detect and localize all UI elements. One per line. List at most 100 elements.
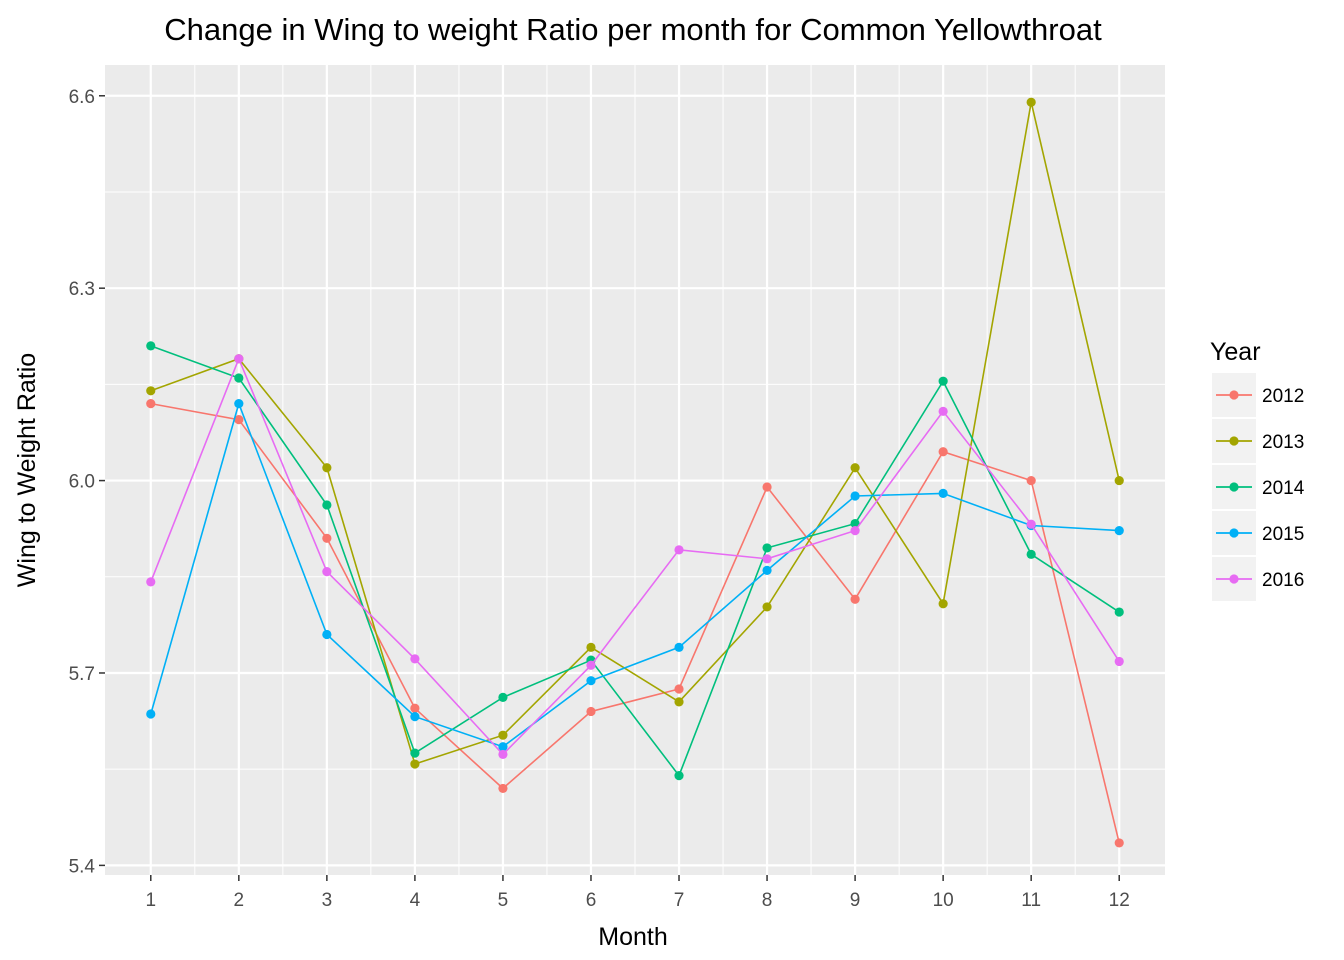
- data-point-2016: [938, 406, 948, 416]
- data-point-2012: [410, 703, 420, 713]
- legend: Year 2012 2013 2014 2015 2016: [1210, 338, 1305, 601]
- data-point-2016: [146, 577, 156, 587]
- data-point-2013: [586, 642, 596, 652]
- data-point-2016: [410, 654, 420, 664]
- y-axis-ticks: 5.4 5.7 6.0 6.3 6.6: [69, 87, 105, 877]
- series-line-2012: [150, 402, 1120, 844]
- legend-label: 2015: [1262, 524, 1304, 545]
- data-point-2013: [1026, 97, 1036, 107]
- data-point-2014: [674, 770, 684, 781]
- data-point-2013: [410, 759, 420, 769]
- data-point-2012: [322, 533, 332, 543]
- data-point-2014: [762, 543, 772, 553]
- data-point-2013: [674, 697, 684, 707]
- data-point-2012: [498, 783, 508, 794]
- data-point-2013: [1114, 475, 1124, 486]
- x-tick-label: 8: [762, 890, 773, 911]
- data-point-2016: [1114, 656, 1124, 667]
- legend-label: 2012: [1262, 386, 1304, 407]
- data-point-2012: [762, 482, 772, 492]
- data-point-2012: [674, 684, 684, 694]
- data-point-2015: [410, 711, 420, 722]
- data-point-2014: [1026, 549, 1036, 559]
- series-2012: [146, 399, 1124, 848]
- legend-label: 2014: [1262, 478, 1305, 499]
- legend-key-point: [1229, 390, 1239, 400]
- data-point-2015: [1114, 526, 1124, 536]
- legend-item-2015: 2015: [1212, 511, 1304, 555]
- data-point-2012: [850, 594, 860, 604]
- data-point-2013: [762, 602, 772, 612]
- series-line-2016: [150, 356, 1120, 756]
- chart-title: Change in Wing to weight Ratio per month…: [164, 12, 1102, 47]
- data-point-2015: [146, 709, 156, 719]
- y-tick-label: 6.0: [69, 472, 95, 493]
- legend-key-point: [1229, 482, 1239, 492]
- data-point-2016: [498, 749, 508, 760]
- y-axis-title: Wing to Weight Ratio: [13, 353, 41, 587]
- legend-item-2012: 2012: [1212, 373, 1304, 417]
- data-point-2016: [850, 526, 860, 536]
- x-tick-label: 11: [1021, 890, 1041, 911]
- x-tick-label: 5: [498, 890, 509, 911]
- x-axis-title: Month: [598, 923, 667, 951]
- series-2016: [146, 354, 1124, 760]
- data-point-2015: [762, 565, 772, 575]
- data-point-2012: [1026, 475, 1036, 486]
- series-line-2014: [150, 345, 1120, 778]
- series-layer: [146, 97, 1124, 848]
- x-tick-label: 2: [234, 890, 245, 911]
- x-axis-ticks: 1 2 3 4 5 6 7 8 9 10 11 12: [145, 875, 1130, 911]
- data-point-2016: [1026, 519, 1036, 529]
- data-point-2012: [1114, 838, 1124, 848]
- x-tick-label: 9: [850, 890, 861, 911]
- data-point-2016: [234, 354, 244, 364]
- legend-key-point: [1229, 574, 1239, 584]
- series-2015: [146, 399, 1124, 752]
- data-point-2014: [498, 692, 508, 702]
- data-point-2012: [234, 415, 244, 425]
- data-point-2014: [1114, 607, 1124, 617]
- legend-item-2014: 2014: [1212, 465, 1305, 509]
- data-point-2014: [938, 376, 948, 386]
- data-point-2015: [498, 742, 508, 752]
- data-point-2013: [146, 386, 156, 396]
- legend-title: Year: [1210, 338, 1261, 366]
- data-point-2015: [674, 642, 684, 652]
- data-point-2014: [234, 373, 244, 383]
- data-point-2012: [146, 399, 156, 409]
- legend-key-point: [1229, 436, 1239, 446]
- data-point-2012: [586, 706, 596, 717]
- data-point-2012: [938, 447, 948, 457]
- y-tick-label: 5.4: [69, 856, 96, 877]
- data-point-2016: [762, 554, 772, 564]
- minor-gridlines: [105, 65, 1165, 875]
- data-point-2013: [322, 463, 332, 473]
- x-tick-label: 1: [145, 890, 156, 911]
- data-point-2014: [322, 500, 332, 510]
- data-point-2015: [938, 488, 948, 499]
- y-tick-label: 6.6: [69, 87, 95, 108]
- x-tick-label: 4: [410, 890, 421, 911]
- legend-label: 2013: [1262, 432, 1304, 453]
- y-tick-label: 6.3: [69, 279, 95, 300]
- legend-item-2016: 2016: [1212, 557, 1304, 601]
- data-point-2014: [146, 341, 156, 351]
- data-point-2013: [498, 730, 508, 740]
- data-point-2013: [938, 599, 948, 609]
- x-tick-label: 7: [674, 890, 685, 911]
- legend-label: 2016: [1262, 570, 1304, 591]
- x-tick-label: 3: [322, 890, 333, 911]
- data-point-2016: [586, 660, 596, 670]
- x-tick-label: 6: [586, 890, 597, 911]
- x-tick-label: 10: [933, 890, 954, 911]
- data-point-2015: [322, 629, 332, 640]
- data-point-2016: [674, 545, 684, 555]
- data-point-2014: [410, 748, 420, 758]
- data-point-2015: [234, 399, 244, 409]
- data-point-2015: [850, 491, 860, 501]
- y-tick-label: 5.7: [69, 664, 95, 685]
- data-point-2015: [586, 676, 596, 686]
- series-line-2013: [150, 102, 1120, 766]
- major-gridlines: [105, 65, 1165, 875]
